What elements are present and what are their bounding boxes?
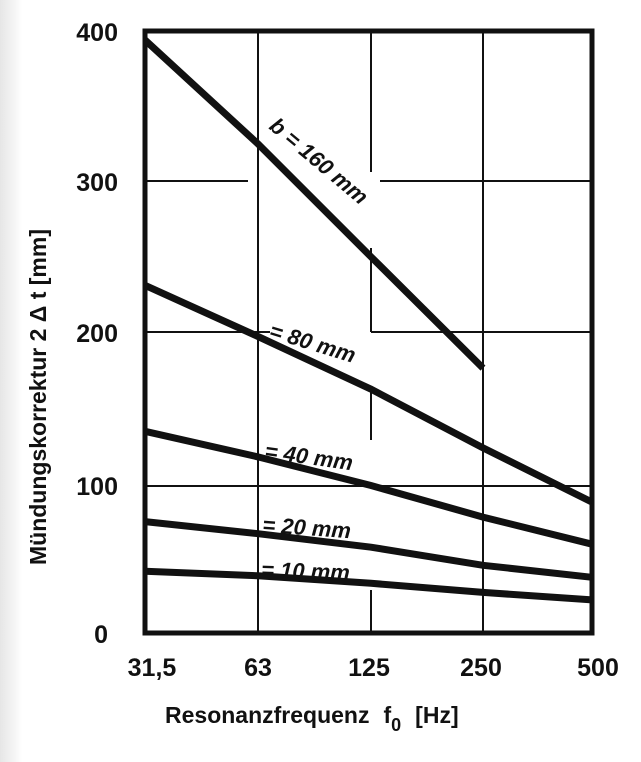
x-axis-ticks: 31,5 63 125 250 500: [128, 654, 619, 682]
x-axis-title-symbol: f: [383, 702, 391, 728]
series-label-160mm: b = 160 mm: [265, 113, 373, 210]
x-axis-title-main: Resonanzfrequenz: [165, 702, 369, 728]
series-label-20mm: = 20 mm: [262, 512, 352, 543]
y-axis-title: Mündungskorrektur 2 Δ t [mm]: [25, 229, 51, 565]
curve-b-40mm: [144, 427, 593, 548]
x-tick-31-5: 31,5: [128, 654, 177, 682]
y-tick-300: 300: [76, 169, 118, 197]
y-tick-400: 400: [76, 19, 118, 47]
x-axis-title: Resonanzfrequenz f0 [Hz]: [165, 702, 459, 735]
curve-b-20mm: [144, 518, 593, 581]
plot-frame: [142, 28, 595, 636]
series-label-10mm: = 10 mm: [261, 557, 350, 585]
y-tick-0: 0: [94, 621, 108, 649]
curves: [142, 37, 594, 604]
x-tick-500: 500: [577, 654, 619, 682]
y-tick-200: 200: [76, 320, 118, 348]
grid: [145, 31, 592, 633]
x-tick-125: 125: [348, 654, 390, 682]
curve-b-80mm: [143, 282, 594, 506]
curve-b-10mm: [144, 567, 593, 604]
y-tick-100: 100: [76, 473, 118, 501]
x-axis-title-subscript: 0: [391, 715, 401, 735]
x-tick-63: 63: [244, 654, 272, 682]
curve-b-160mm: [142, 37, 486, 371]
x-tick-250: 250: [460, 654, 502, 682]
y-axis-ticks: 400 300 200 100 0: [76, 19, 118, 649]
x-axis-title-unit: [Hz]: [415, 702, 458, 728]
scan-edge-shadow: [0, 0, 22, 762]
